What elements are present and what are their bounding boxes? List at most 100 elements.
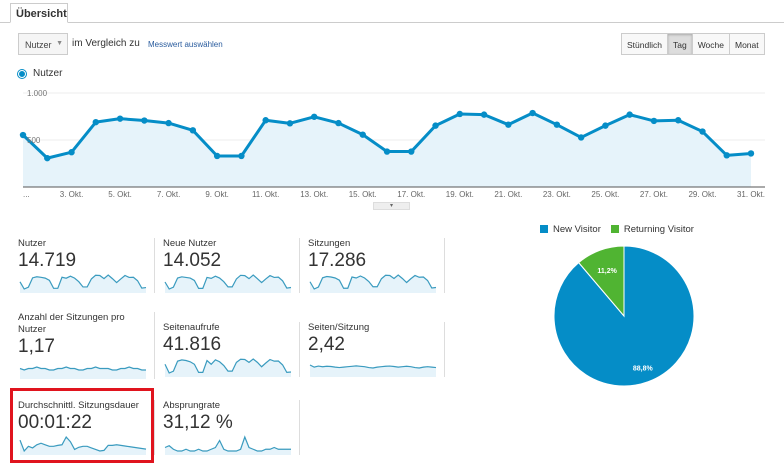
chevron-down-icon: ▼ (56, 40, 63, 47)
x-tick-label: 15. Okt. (349, 190, 377, 199)
metric-tile[interactable]: Seitenaufrufe 41.816 (155, 322, 300, 377)
data-point (650, 117, 658, 125)
data-point (529, 109, 536, 117)
granularity-month-button[interactable]: Monat (730, 34, 764, 54)
data-point (456, 110, 463, 118)
y-tick-label: 1.000 (27, 89, 48, 98)
metric-select[interactable]: Nutzer ▼ (18, 33, 68, 55)
pie-legend: New Visitor Returning Visitor (540, 224, 694, 235)
data-point (383, 148, 391, 155)
data-point (626, 111, 633, 118)
data-point (286, 120, 294, 127)
sparkline-fill (310, 365, 436, 377)
sparkline-line (164, 435, 291, 452)
data-point (68, 149, 75, 156)
metric-sparkline (19, 274, 147, 293)
x-tick-label: 11. Okt. (252, 190, 279, 199)
visitor-pie-chart: 88,8% 11,2% (553, 245, 695, 387)
metric-value: 41.816 (163, 334, 222, 355)
metric-value: 17.286 (308, 250, 367, 271)
metric-value: 31,12 % (163, 412, 233, 433)
metric-sparkline (164, 274, 292, 293)
metric-label: Absprungrate (163, 400, 221, 411)
metric-label: Anzahl der Sitzungen pro Nutzer (18, 312, 125, 335)
chart-resize-handle[interactable]: ▾ (373, 202, 410, 210)
granularity-week-button[interactable]: Woche (692, 34, 730, 54)
metric-sparkline (19, 435, 147, 455)
sparkline-line (19, 366, 146, 371)
metric-value: 00:01:22 (18, 412, 92, 433)
metric-value: 1,17 (18, 336, 55, 357)
sparkline-fill (310, 275, 436, 293)
data-point (44, 154, 51, 162)
x-tick-label: 21. Okt. (494, 190, 522, 199)
sparkline-line (309, 364, 437, 369)
data-point (165, 119, 172, 127)
metric-tile[interactable]: Seiten/Sitzung 2,42 (300, 322, 445, 377)
x-tick-label: 31. Okt. (737, 190, 765, 199)
metric-tile[interactable]: Neue Nutzer 14.052 (155, 238, 300, 293)
legend-swatch-icon (540, 225, 548, 233)
data-point (335, 119, 342, 127)
sparkline-fill (20, 275, 146, 293)
data-point (311, 113, 318, 120)
sparkline-line (309, 274, 437, 290)
pie-slice (578, 245, 625, 318)
metric-sparkline (309, 364, 437, 377)
sparkline-fill (165, 359, 291, 377)
sparkline-line (164, 358, 292, 374)
x-tick-label: 5. Okt. (108, 190, 132, 199)
data-point (723, 152, 730, 159)
x-tick-label: 13. Okt. (300, 190, 328, 199)
data-point (505, 121, 512, 128)
data-point (553, 121, 561, 128)
sparkline-fill (20, 437, 146, 455)
metric-sparkline (164, 358, 292, 377)
tab-overview[interactable]: Übersicht (10, 3, 68, 23)
metric-tile[interactable]: Nutzer 14.719 (10, 238, 155, 293)
metric-tile[interactable]: Sitzungen 17.286 (300, 238, 445, 293)
data-point (213, 152, 221, 160)
metric-label: Sitzungen (308, 238, 351, 249)
sparkline-fill (165, 437, 291, 455)
metric-tile[interactable]: Durchschnittl. Sitzungsdauer 00:01:22 (10, 400, 155, 455)
data-point (238, 152, 245, 160)
series-dot-icon (18, 69, 26, 78)
highlight-box (10, 388, 154, 463)
data-point (19, 131, 27, 139)
granularity-hourly-button[interactable]: Stündlich (622, 34, 668, 54)
data-point (602, 122, 609, 129)
metric-tile[interactable]: Absprungrate 31,12 % (155, 400, 300, 455)
legend-returning-visitor: Returning Visitor (610, 224, 694, 235)
granularity-day-button[interactable]: Tag (667, 34, 693, 54)
metric-label: Nutzer (18, 238, 46, 249)
data-point (408, 148, 415, 155)
data-point (480, 111, 488, 118)
x-tick-label: 19. Okt. (446, 190, 474, 199)
x-tick-label: ... (23, 190, 30, 199)
x-tick-label: 25. Okt. (591, 190, 619, 199)
sparkline-line (19, 274, 147, 290)
x-tick-label: 27. Okt. (640, 190, 668, 199)
sparkline-fill (20, 367, 146, 379)
sparkline-line (164, 274, 292, 290)
metric-sparkline (309, 274, 437, 293)
metric-label: Durchschnittl. Sitzungsdauer (18, 400, 139, 411)
metric-sparkline (19, 366, 146, 379)
metric-value: 14.719 (18, 250, 77, 271)
pick-metric-link[interactable]: Messwert auswählen (148, 40, 223, 49)
metric-label: Seiten/Sitzung (308, 322, 370, 333)
metric-tile[interactable]: Anzahl der Sitzungen pro Nutzer 1,17 (10, 312, 155, 379)
data-point (141, 117, 148, 124)
x-tick-label: 29. Okt. (688, 190, 716, 199)
data-point (189, 127, 197, 134)
sparkline-fill (165, 275, 291, 293)
data-point (747, 150, 755, 157)
metric-sparkline (164, 435, 291, 455)
chart-legend: Nutzer (18, 68, 62, 79)
data-point (359, 131, 366, 138)
legend-swatch-icon (610, 225, 619, 233)
data-point (675, 117, 682, 124)
data-point (116, 115, 124, 122)
x-tick-label: 7. Okt. (157, 190, 181, 199)
